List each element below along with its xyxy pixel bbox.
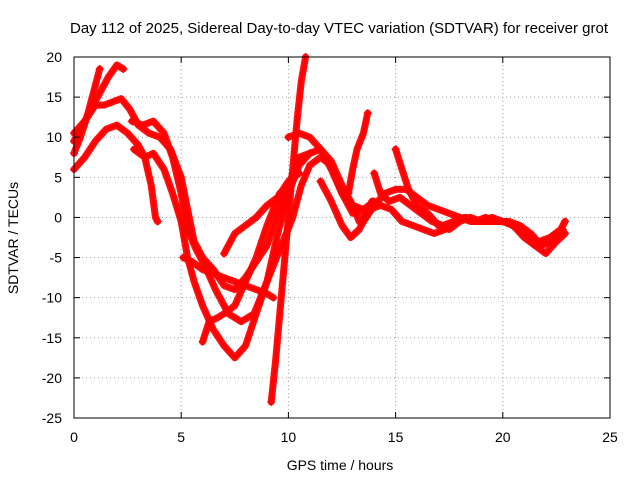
series-arc-15-start-marker <box>391 145 400 154</box>
tick-labels: 0 5 10 15 20 25 -25 -20 -15 -10 -5 0 5 10 15 20 <box>42 49 618 445</box>
x-tick-label: 10 <box>281 429 297 445</box>
x-tick-label: 20 <box>495 429 511 445</box>
y-tick-label: -5 <box>50 250 63 266</box>
series-arc-14-end-marker <box>560 217 569 226</box>
ticks <box>73 56 611 419</box>
y-tick-label: 0 <box>54 209 62 225</box>
series-arc-3-markers <box>72 97 312 292</box>
y-tick-label: -10 <box>42 290 62 306</box>
y-axis-label: SDTVAR / TECUs <box>5 182 21 294</box>
series-arc-6-markers <box>132 147 376 360</box>
series-arc-2-end-marker <box>119 65 128 74</box>
series-arc-9-start-marker <box>220 249 229 258</box>
y-tick-label: 20 <box>46 49 62 65</box>
series-arc-14-start-marker <box>370 169 379 178</box>
series-arc-11-start-marker <box>284 133 293 142</box>
series-arc-7-start-marker <box>179 253 188 262</box>
series-arc-8-start-marker <box>198 337 207 346</box>
series-arc-4-end-marker <box>153 217 162 226</box>
series-group <box>70 53 569 406</box>
series-arc-13-start-marker <box>316 177 325 186</box>
series-arc-14 <box>370 169 569 245</box>
series-arc-10-start-marker <box>267 397 276 406</box>
y-tick-label: 15 <box>46 89 62 105</box>
series-arc-7-end-marker <box>269 293 278 302</box>
series-arc-12-markers <box>346 111 370 195</box>
y-tick-label: 5 <box>54 169 62 185</box>
x-axis-label: GPS time / hours <box>287 457 394 473</box>
series-arc-16-end-marker <box>552 229 561 238</box>
series-arc-10-markers <box>269 55 308 404</box>
series-arc-12-end-marker <box>363 109 372 118</box>
series-arc-5-start-marker <box>127 117 136 126</box>
y-tick-label: -15 <box>42 330 62 346</box>
x-tick-label: 0 <box>70 429 78 445</box>
series-arc-4 <box>70 121 162 225</box>
series-arc-14-markers <box>372 171 567 243</box>
series-arc-1-end-marker <box>95 65 104 74</box>
series-arc-16-start-marker <box>359 217 368 226</box>
series-arc-9-markers <box>222 171 301 255</box>
series-arc-16-markers <box>361 187 558 247</box>
series-arc-8-markers <box>201 191 282 344</box>
series-arc-9-end-marker <box>295 169 304 178</box>
series-arc-13-markers <box>319 179 565 247</box>
series-arc-4-markers <box>72 123 160 223</box>
x-tick-label: 25 <box>602 429 618 445</box>
chart-title: Day 112 of 2025, Sidereal Day-to-day VTE… <box>70 20 609 37</box>
y-tick-label: -20 <box>42 370 62 386</box>
x-tick-label: 5 <box>177 429 185 445</box>
y-tick-label: -25 <box>42 410 62 426</box>
y-tick-label: 10 <box>46 129 62 145</box>
series-arc-7-markers <box>181 256 275 300</box>
x-tick-label: 15 <box>388 429 404 445</box>
series-arc-6-start-marker <box>130 145 139 154</box>
plot-frame <box>73 56 611 419</box>
series-arc-15-end-marker <box>560 229 569 238</box>
series-arc-12-start-marker <box>344 189 353 198</box>
